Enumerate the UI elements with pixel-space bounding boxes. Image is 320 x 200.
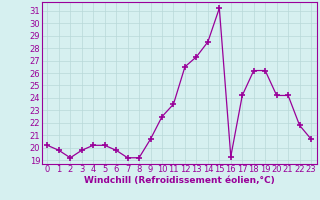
X-axis label: Windchill (Refroidissement éolien,°C): Windchill (Refroidissement éolien,°C) xyxy=(84,176,275,185)
